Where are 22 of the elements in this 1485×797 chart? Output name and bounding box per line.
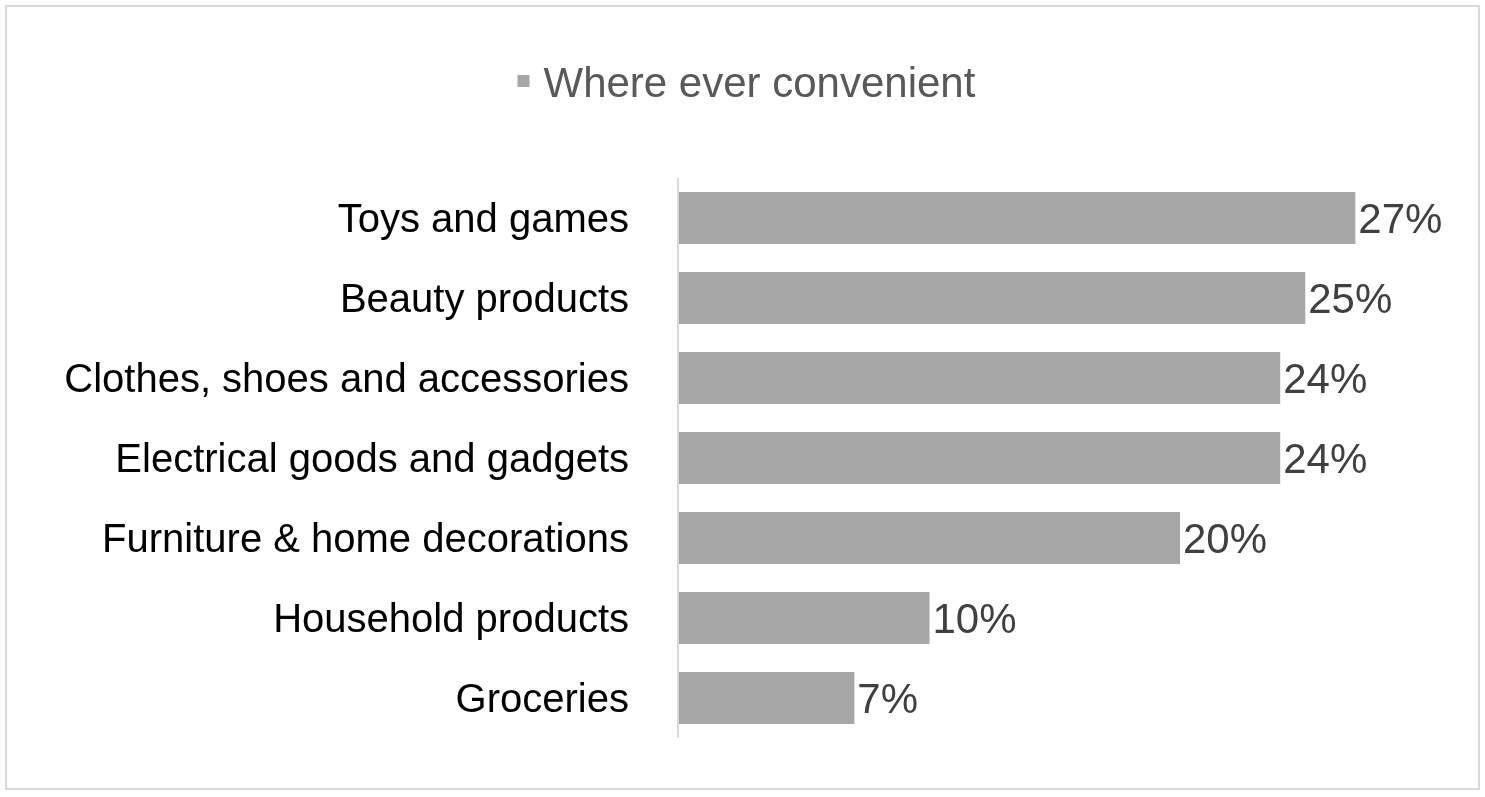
bar bbox=[679, 272, 1306, 324]
y-tick-label: Beauty products bbox=[339, 276, 629, 320]
y-tick-label: Clothes, shoes and accessories bbox=[64, 356, 629, 400]
data-label: 24% bbox=[1283, 434, 1368, 482]
legend-label: Where ever convenient bbox=[543, 59, 976, 107]
bar bbox=[679, 352, 1281, 404]
bar bbox=[679, 512, 1181, 564]
data-label: 25% bbox=[1308, 274, 1393, 322]
data-label: 7% bbox=[857, 674, 919, 722]
data-label: 10% bbox=[932, 594, 1017, 642]
bar bbox=[679, 432, 1281, 484]
y-tick-label: Toys and games bbox=[337, 196, 629, 240]
y-tick-label: Electrical goods and gadgets bbox=[115, 436, 629, 480]
y-tick-label: Furniture & home decorations bbox=[102, 516, 629, 560]
bar bbox=[679, 672, 855, 724]
y-tick-label: Groceries bbox=[455, 676, 629, 720]
data-label: 24% bbox=[1283, 354, 1368, 402]
bar bbox=[679, 592, 930, 644]
data-label: 27% bbox=[1358, 194, 1443, 242]
y-tick-label: Household products bbox=[273, 596, 629, 640]
bar bbox=[679, 192, 1356, 244]
data-label: 20% bbox=[1183, 514, 1268, 562]
